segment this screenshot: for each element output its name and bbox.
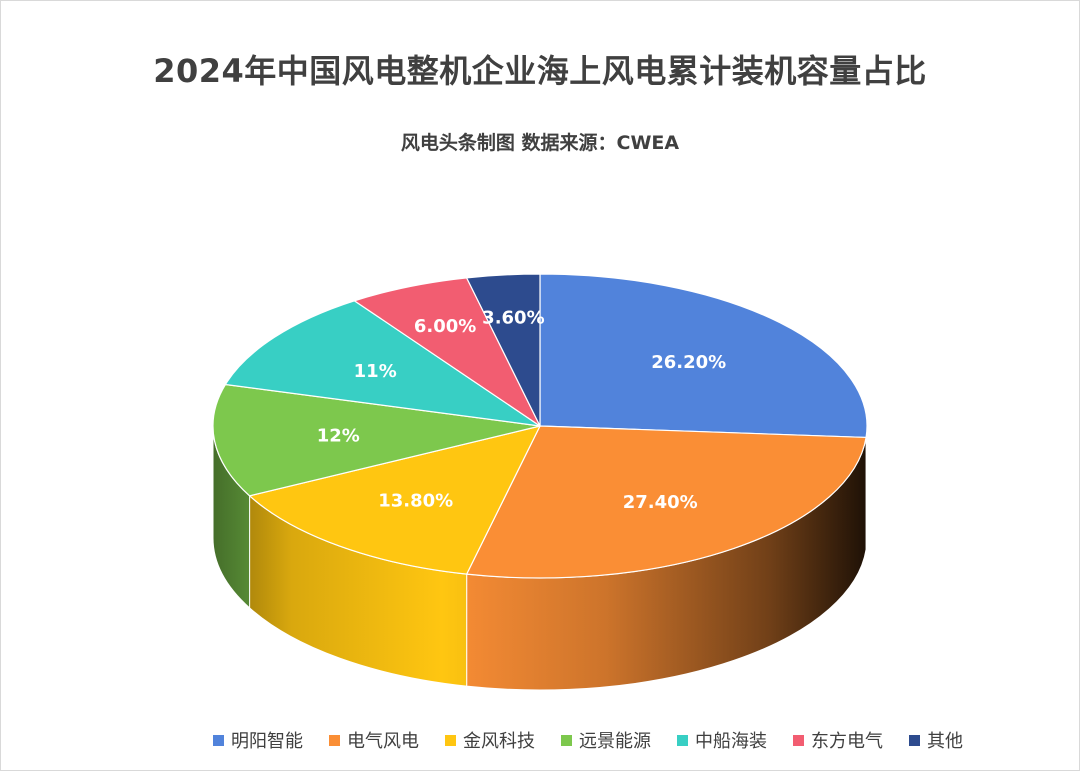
legend-swatch-3	[561, 734, 572, 746]
pie-slice-slice-6	[466, 273, 541, 427]
legend-item-3: 远景能源	[561, 727, 651, 753]
data-label-slice-5: 6.00%	[414, 316, 476, 337]
legend-label-0: 明阳智能	[231, 731, 303, 752]
legend-item-2: 金风科技	[445, 727, 535, 753]
pie-slice-slice-4	[224, 300, 541, 427]
legend-label-5: 东方电气	[811, 731, 883, 752]
chart-subtitle: 风电头条制图 数据来源：CWEA	[400, 132, 680, 154]
legend-item-6: 其他	[909, 727, 963, 753]
pie-slice-slice-3	[212, 383, 541, 497]
legend-swatch-5	[793, 734, 804, 746]
data-label-slice-0: 26.20%	[651, 352, 726, 373]
data-label-slice-1: 27.40%	[623, 492, 698, 513]
pie-slice-slice-2	[248, 425, 541, 575]
legend-label-1: 电气风电	[347, 731, 419, 752]
pie-top-faces	[212, 273, 868, 579]
legend-item-4: 中船海装	[677, 727, 767, 753]
legend-item-5: 东方电气	[793, 727, 883, 753]
data-label-slice-2: 13.80%	[378, 491, 453, 512]
pie-slice-slice-5	[353, 277, 541, 427]
legend-label-6: 其他	[927, 731, 963, 752]
data-label-slice-4: 11%	[354, 361, 397, 382]
chart-title: 2024年中国风电整机企业海上风电累计装机容量占比	[153, 52, 927, 90]
legend-label-4: 中船海装	[695, 731, 767, 752]
legend-swatch-0	[213, 734, 224, 746]
legend-label-2: 金风科技	[463, 731, 535, 752]
pie-slice-slice-0	[539, 273, 868, 439]
legend-label-3: 远景能源	[579, 731, 651, 752]
pie-slice-slice-1	[466, 425, 867, 579]
legend-swatch-4	[677, 734, 688, 746]
legend-swatch-6	[909, 734, 920, 746]
legend-item-0: 明阳智能	[213, 727, 303, 753]
legend-swatch-1	[329, 734, 340, 746]
data-label-slice-3: 12%	[317, 426, 360, 447]
legend-item-1: 电气风电	[329, 727, 419, 753]
data-label-slice-6: 3.60%	[482, 307, 544, 328]
legend-swatch-2	[445, 734, 456, 746]
pie-data-labels: 26.20% 27.40% 13.80% 12% 11% 6.00% 3.60%	[317, 307, 726, 513]
chart-legend: 明阳智能 电气风电 金风科技 远景能源 中船海装 东方电气 其他	[0, 727, 1080, 753]
